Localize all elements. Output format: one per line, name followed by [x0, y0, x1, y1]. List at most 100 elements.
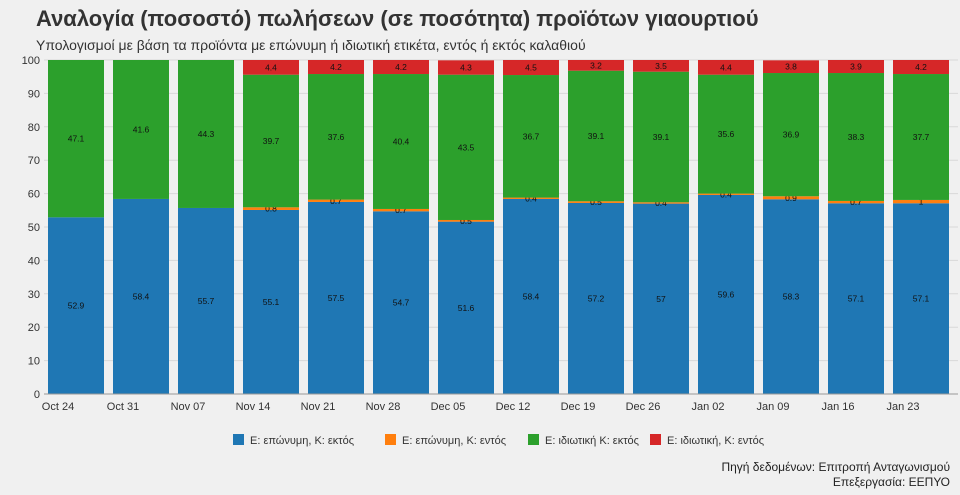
data-label: 39.1	[653, 132, 670, 142]
data-label: 0.8	[265, 204, 277, 214]
bar-segment	[48, 217, 104, 394]
data-label: 36.7	[523, 131, 540, 141]
bar-segment	[373, 74, 429, 209]
y-tick-label: 70	[28, 155, 40, 167]
chart-subtitle: Υπολογισμοί με βάση τα προϊόντα με επώνυ…	[36, 37, 586, 53]
bar-segment	[373, 60, 429, 75]
legend-label: Ε: επώνυμη, Κ: εκτός	[250, 435, 354, 447]
data-label: 47.1	[68, 134, 85, 144]
bar-segment	[763, 199, 819, 394]
processing-line: Επεξεργασία: ΕΕΠΥΟ	[832, 475, 950, 489]
source-line: Πηγή δεδομένων: Επιτροπή Ανταγωνισμού	[721, 460, 950, 474]
legend-label: Ε: ιδιωτική Κ: εκτός	[545, 435, 639, 447]
bar-segment	[308, 74, 364, 200]
data-label: 51.6	[458, 303, 475, 313]
y-tick-label: 40	[28, 255, 40, 267]
bar-segment	[698, 194, 754, 394]
y-tick-label: 0	[34, 389, 40, 401]
source-note: Πηγή δεδομένων: Επιτροπή Ανταγωνισμού Επ…	[721, 460, 950, 490]
data-label: 35.6	[718, 129, 735, 139]
data-label: 52.9	[68, 301, 85, 311]
data-label: 57.1	[913, 294, 930, 304]
bar-segment	[243, 60, 299, 75]
bar-segment	[893, 74, 949, 200]
data-label: 4.2	[395, 62, 407, 72]
data-label: 4.2	[330, 62, 342, 72]
data-label: 0.5	[460, 216, 472, 226]
y-tick-label: 60	[28, 189, 40, 201]
x-tick-label: Nov 21	[301, 401, 336, 413]
bar-segment	[178, 207, 234, 394]
bar-segment	[48, 60, 104, 218]
data-label: 0.7	[850, 197, 862, 207]
bar-segment	[568, 202, 624, 394]
bar-segment	[633, 71, 689, 203]
data-label: 3.2	[590, 60, 602, 70]
bar-segment	[438, 74, 494, 220]
bar-segment	[243, 209, 299, 394]
data-label: 3.9	[850, 62, 862, 72]
bar-segment	[893, 60, 949, 75]
data-label: 4.4	[265, 62, 277, 72]
bar-segment	[308, 60, 364, 75]
y-tick-label: 30	[28, 289, 40, 301]
bar-segment	[113, 198, 169, 394]
x-tick-label: Nov 28	[366, 401, 401, 413]
x-tick-label: Jan 16	[821, 401, 854, 413]
data-label: 57.2	[588, 293, 605, 303]
bar-segment	[178, 60, 234, 208]
x-tick-label: Nov 14	[236, 401, 271, 413]
bar-segment	[893, 199, 949, 204]
bar-segment	[243, 74, 299, 208]
data-label: 4.2	[915, 62, 927, 72]
data-label: 1	[919, 197, 924, 207]
data-label: 58.4	[133, 291, 150, 301]
x-tick-label: Oct 24	[42, 401, 74, 413]
data-label: 36.9	[783, 130, 800, 140]
x-tick-label: Dec 12	[496, 401, 531, 413]
x-tick-label: Oct 31	[107, 401, 139, 413]
bar-segment	[828, 203, 884, 394]
data-label: 57.1	[848, 294, 865, 304]
bar-segment	[698, 60, 754, 75]
data-label: 4.3	[460, 63, 472, 73]
legend-swatch	[385, 434, 396, 445]
data-label: 59.6	[718, 289, 735, 299]
y-tick-label: 50	[28, 222, 40, 234]
data-label: 4.5	[525, 63, 537, 73]
data-label: 44.3	[198, 129, 215, 139]
bar-segment	[503, 197, 559, 199]
data-label: 55.7	[198, 296, 215, 306]
y-tick-label: 90	[28, 88, 40, 100]
x-tick-label: Jan 23	[886, 401, 919, 413]
bar-segment	[633, 203, 689, 394]
bar-segment	[568, 60, 624, 71]
data-label: 58.4	[523, 291, 540, 301]
bar-segment	[503, 75, 559, 198]
bar-segment	[503, 60, 559, 76]
bar-segment	[633, 60, 689, 72]
data-label: 41.6	[133, 124, 150, 134]
bar-segment	[373, 208, 429, 212]
data-label: 37.6	[328, 132, 345, 142]
bar-segment	[828, 60, 884, 74]
x-tick-label: Dec 05	[431, 401, 466, 413]
bar-segment	[763, 73, 819, 197]
data-label: 0.4	[655, 198, 667, 208]
x-tick-label: Dec 19	[561, 401, 596, 413]
bar-segment	[893, 203, 949, 394]
bar-segment	[113, 60, 169, 199]
data-label: 54.7	[393, 298, 410, 308]
data-label: 57.5	[328, 293, 345, 303]
chart-title: Αναλογία (ποσοστό) πωλήσεων (σε ποσότητα…	[36, 6, 759, 31]
data-label: 4.4	[720, 62, 732, 72]
y-tick-label: 10	[28, 356, 40, 368]
bar-segment	[373, 211, 429, 394]
data-label: 0.7	[330, 196, 342, 206]
bar-segment	[308, 201, 364, 394]
x-tick-label: Jan 02	[691, 401, 724, 413]
x-tick-label: Nov 07	[171, 401, 206, 413]
legend-swatch	[650, 434, 661, 445]
bar-segment	[828, 200, 884, 204]
